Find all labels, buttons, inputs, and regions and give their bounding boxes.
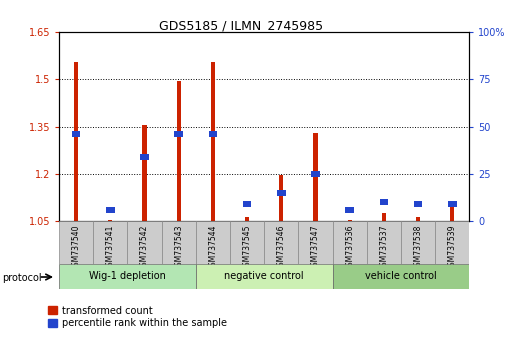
Bar — [311, 171, 320, 177]
Bar — [162, 221, 196, 264]
Bar — [401, 221, 435, 264]
Bar — [313, 133, 318, 221]
Text: GSM737539: GSM737539 — [448, 225, 457, 271]
Bar — [277, 190, 286, 196]
Bar — [74, 62, 78, 221]
Bar — [176, 81, 181, 221]
Bar — [209, 131, 217, 137]
Bar — [332, 264, 469, 289]
Text: GSM737546: GSM737546 — [277, 225, 286, 271]
Bar — [279, 176, 283, 221]
Bar — [367, 221, 401, 264]
Text: vehicle control: vehicle control — [365, 271, 437, 281]
Bar — [435, 221, 469, 264]
Bar — [140, 154, 149, 160]
Text: protocol: protocol — [3, 273, 42, 283]
Bar — [230, 221, 264, 264]
Bar — [299, 221, 332, 264]
Bar — [196, 221, 230, 264]
Bar — [93, 221, 127, 264]
Bar — [174, 131, 183, 137]
Text: GSM737537: GSM737537 — [380, 225, 388, 271]
Bar — [450, 201, 455, 221]
Bar — [380, 199, 388, 205]
Bar — [348, 220, 352, 221]
Bar — [448, 201, 457, 207]
Text: GSM737536: GSM737536 — [345, 225, 354, 271]
Bar — [414, 201, 422, 207]
Bar — [127, 221, 162, 264]
Text: GSM737543: GSM737543 — [174, 225, 183, 271]
Bar — [59, 221, 93, 264]
Bar — [72, 131, 81, 137]
Bar — [264, 221, 299, 264]
Text: GDS5185 / ILMN_2745985: GDS5185 / ILMN_2745985 — [159, 19, 323, 33]
Bar — [245, 217, 249, 221]
Bar — [211, 62, 215, 221]
Bar — [59, 264, 196, 289]
Text: GSM737545: GSM737545 — [243, 225, 251, 271]
Bar — [243, 201, 251, 207]
Text: GSM737538: GSM737538 — [413, 225, 423, 271]
Bar — [332, 221, 367, 264]
Text: Wig-1 depletion: Wig-1 depletion — [89, 271, 166, 281]
Bar — [196, 264, 332, 289]
Text: GSM737541: GSM737541 — [106, 225, 115, 271]
Bar — [106, 207, 114, 213]
Text: GSM737547: GSM737547 — [311, 225, 320, 271]
Bar — [143, 125, 147, 221]
Bar — [416, 217, 420, 221]
Text: GSM737544: GSM737544 — [208, 225, 218, 271]
Bar — [382, 213, 386, 221]
Bar — [345, 207, 354, 213]
Text: negative control: negative control — [224, 271, 304, 281]
Text: GSM737540: GSM737540 — [72, 225, 81, 271]
Bar — [108, 220, 112, 221]
Legend: transformed count, percentile rank within the sample: transformed count, percentile rank withi… — [48, 306, 227, 328]
Text: GSM737542: GSM737542 — [140, 225, 149, 271]
